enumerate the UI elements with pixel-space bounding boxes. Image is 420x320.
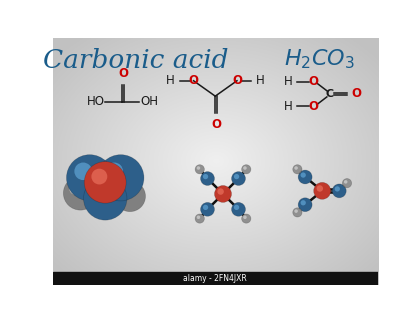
Circle shape <box>92 169 107 184</box>
Circle shape <box>293 165 302 174</box>
Circle shape <box>197 216 200 219</box>
Text: O: O <box>189 74 199 87</box>
Circle shape <box>335 186 340 192</box>
Circle shape <box>298 170 312 184</box>
Circle shape <box>234 174 239 179</box>
Circle shape <box>317 185 323 192</box>
Circle shape <box>66 155 113 201</box>
Circle shape <box>203 174 208 179</box>
Circle shape <box>342 179 352 188</box>
Text: alamy - 2FN4JXR: alamy - 2FN4JXR <box>184 274 247 283</box>
Circle shape <box>231 203 245 216</box>
Circle shape <box>243 216 247 219</box>
Circle shape <box>294 166 298 170</box>
Circle shape <box>301 172 306 178</box>
Circle shape <box>69 182 82 195</box>
Text: O: O <box>118 67 128 80</box>
Circle shape <box>115 181 145 212</box>
Circle shape <box>243 166 247 170</box>
Circle shape <box>332 184 346 198</box>
Circle shape <box>241 165 251 174</box>
Text: C: C <box>326 89 334 99</box>
Text: OH: OH <box>140 95 158 108</box>
Circle shape <box>294 209 298 213</box>
Circle shape <box>195 214 205 223</box>
Circle shape <box>195 165 205 174</box>
Text: H: H <box>255 74 264 87</box>
Bar <box>52 272 378 285</box>
Text: O: O <box>308 100 318 113</box>
Circle shape <box>74 163 92 180</box>
Circle shape <box>200 203 215 216</box>
Circle shape <box>63 176 97 210</box>
Text: H: H <box>166 74 175 87</box>
Circle shape <box>203 205 208 210</box>
Text: O: O <box>232 74 242 87</box>
Text: H: H <box>284 100 293 113</box>
Circle shape <box>84 162 126 203</box>
Circle shape <box>197 166 200 170</box>
Circle shape <box>344 180 347 184</box>
Circle shape <box>97 155 144 201</box>
Text: $H_2CO_3$: $H_2CO_3$ <box>284 48 355 71</box>
Circle shape <box>234 205 239 210</box>
Circle shape <box>200 172 215 186</box>
Text: H: H <box>284 75 293 88</box>
Text: HO: HO <box>87 95 105 108</box>
Circle shape <box>120 186 131 198</box>
Text: O: O <box>308 75 318 88</box>
Circle shape <box>293 208 302 217</box>
Circle shape <box>298 198 312 212</box>
Circle shape <box>91 184 108 201</box>
Circle shape <box>84 177 127 220</box>
Circle shape <box>231 172 245 186</box>
Circle shape <box>241 214 251 223</box>
Text: O: O <box>211 118 221 131</box>
Circle shape <box>105 163 123 180</box>
Circle shape <box>314 182 331 199</box>
Text: Carbonic acid: Carbonic acid <box>43 48 229 73</box>
Circle shape <box>218 188 224 195</box>
Circle shape <box>215 186 231 203</box>
Circle shape <box>301 200 306 205</box>
Text: O: O <box>352 87 362 100</box>
